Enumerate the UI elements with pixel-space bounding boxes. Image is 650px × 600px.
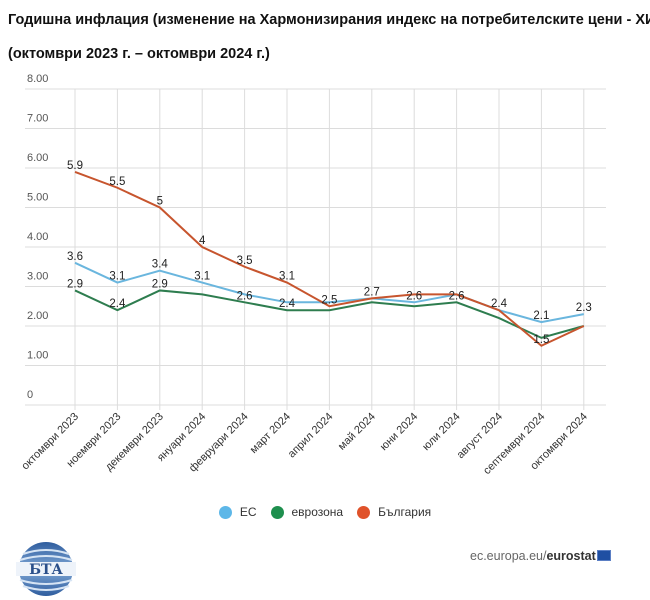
series-line [74, 289, 585, 339]
data-label: 2.4 [491, 298, 508, 310]
x-tick-label: май 2024 [336, 411, 378, 453]
legend: ЕС еврозона България [0, 505, 650, 519]
eu-flag-icon [596, 550, 611, 561]
data-label: 3.5 [237, 255, 253, 267]
data-label: 2.6 [237, 290, 253, 302]
data-label: 2.3 [576, 302, 592, 314]
data-label: 3.1 [194, 271, 210, 283]
y-tick-label: 1.00 [27, 350, 48, 362]
data-label: 2.6 [449, 290, 465, 302]
y-tick-label: 6.00 [27, 152, 48, 164]
chart-subtitle: (октомври 2023 г. – октомври 2024 г.) [8, 46, 270, 62]
series-line [74, 171, 585, 347]
source-credit[interactable]: ec.europa.eu/eurostat [470, 549, 611, 563]
legend-label: еврозона [291, 505, 344, 519]
x-tick-label: април 2024 [286, 411, 336, 461]
y-tick-label: 2.00 [27, 310, 48, 322]
data-label: 2.9 [152, 278, 168, 290]
data-label: 2.9 [67, 278, 83, 290]
x-tick-label: юли 2024 [420, 411, 463, 454]
data-label: 2.7 [364, 286, 380, 298]
source-prefix: ec.europa.eu/ [470, 549, 547, 563]
source-bold: eurostat [546, 549, 596, 563]
data-label: 2.1 [533, 310, 549, 322]
data-label: 5.9 [67, 160, 83, 172]
y-tick-label: 8.00 [27, 73, 48, 85]
legend-item-eu[interactable]: ЕС [218, 505, 257, 519]
data-label: 3.1 [279, 271, 295, 283]
data-label: 2.4 [109, 298, 126, 310]
data-label: 4 [199, 235, 206, 247]
legend-item-bulgaria[interactable]: България [357, 505, 431, 519]
legend-dot [357, 505, 371, 519]
data-label: 2.6 [406, 290, 422, 302]
data-label: 3.1 [109, 271, 125, 283]
x-tick-label: юни 2024 [378, 411, 420, 453]
data-label: 5.5 [109, 176, 125, 188]
y-tick-label: 7.00 [27, 113, 48, 125]
bta-logo: БТА [16, 542, 76, 596]
y-tick-label: 4.00 [27, 231, 48, 243]
svg-text:БТА: БТА [29, 562, 63, 578]
y-tick-label: 3.00 [27, 271, 48, 283]
chart-title: Годишна инфлация (изменение на Хармонизи… [8, 12, 650, 28]
data-label: 1.5 [533, 334, 549, 346]
legend-dot [218, 505, 232, 519]
data-label: 5 [157, 196, 163, 208]
data-label: 3.4 [152, 259, 169, 271]
data-label: 3.6 [67, 251, 83, 263]
data-label: 2.4 [279, 298, 296, 310]
legend-label: България [378, 505, 432, 519]
y-tick-label: 5.00 [27, 192, 48, 204]
legend-dot [270, 505, 284, 519]
y-tick-label: 0 [27, 389, 33, 401]
data-label: 2.5 [321, 294, 337, 306]
line-chart: 01.002.003.004.005.006.007.008.00октомвр… [19, 73, 606, 477]
legend-item-eurozone[interactable]: еврозона [270, 505, 344, 519]
x-tick-label: март 2024 [248, 411, 293, 456]
legend-label: ЕС [239, 505, 257, 519]
